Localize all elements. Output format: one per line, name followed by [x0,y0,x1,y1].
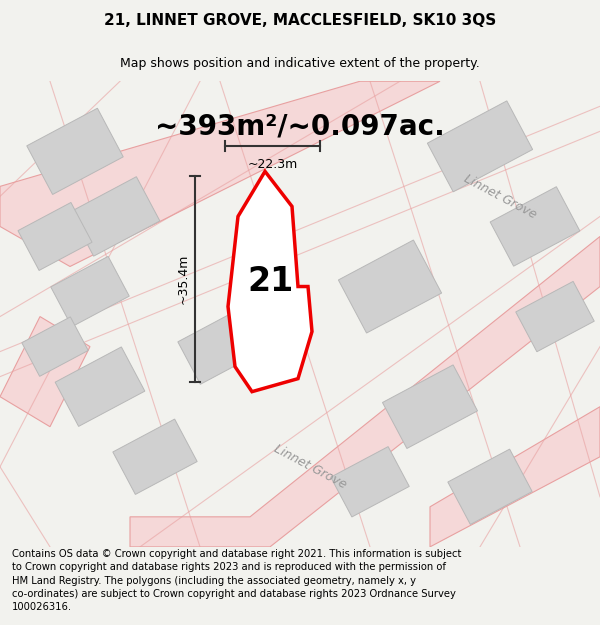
Polygon shape [22,317,88,376]
Text: ~35.4m: ~35.4m [176,254,190,304]
Polygon shape [490,187,580,266]
Polygon shape [448,449,532,524]
Polygon shape [51,256,129,327]
Polygon shape [55,347,145,426]
Polygon shape [430,407,600,547]
Polygon shape [427,101,533,192]
Polygon shape [228,171,312,392]
Text: ~22.3m: ~22.3m [247,158,298,171]
Text: 21, LINNET GROVE, MACCLESFIELD, SK10 3QS: 21, LINNET GROVE, MACCLESFIELD, SK10 3QS [104,12,496,28]
Text: Linnet Grove: Linnet Grove [461,172,539,221]
Polygon shape [516,281,594,352]
Text: Contains OS data © Crown copyright and database right 2021. This information is : Contains OS data © Crown copyright and d… [12,549,461,612]
Polygon shape [18,202,92,271]
Polygon shape [178,309,262,384]
Polygon shape [0,81,440,266]
Text: Linnet Grove: Linnet Grove [271,442,349,491]
Polygon shape [338,240,442,333]
Text: ~393m²/~0.097ac.: ~393m²/~0.097ac. [155,112,445,140]
Polygon shape [27,108,123,194]
Polygon shape [113,419,197,494]
Polygon shape [130,236,600,547]
Polygon shape [0,317,90,427]
Polygon shape [70,177,160,256]
Text: Map shows position and indicative extent of the property.: Map shows position and indicative extent… [120,57,480,70]
Text: 21: 21 [247,265,293,298]
Polygon shape [382,365,478,449]
Polygon shape [331,447,409,517]
